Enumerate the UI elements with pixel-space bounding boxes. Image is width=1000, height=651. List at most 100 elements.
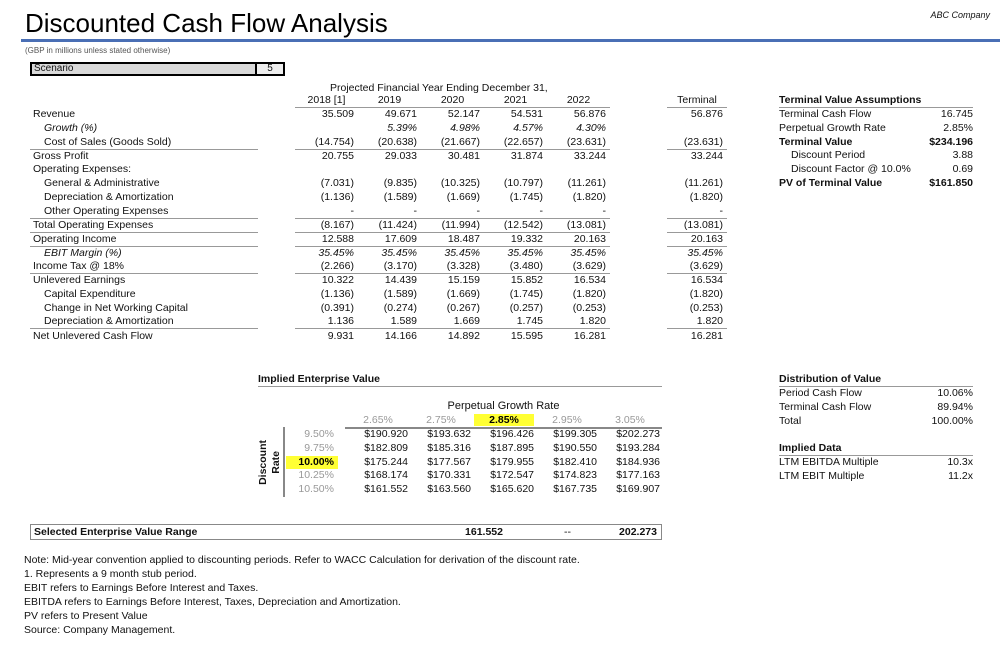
year-value: (1.589) — [383, 287, 417, 300]
year-value: 35.509 — [321, 108, 354, 121]
year-value: 15.159 — [447, 274, 480, 287]
table-row: Income Tax @ 18% (2.266) (3.170) (3.328) (3.… — [30, 259, 727, 275]
row-label: Gross Profit — [33, 149, 89, 162]
year-value — [547, 163, 610, 177]
year-value: 18.487 — [421, 232, 484, 247]
row-label: Operating Income — [30, 232, 258, 247]
terminal-value: - — [667, 204, 727, 219]
year-value: - — [421, 204, 484, 219]
sensitivity-cell: $199.305 — [553, 428, 597, 440]
kv-label: Total — [779, 414, 802, 427]
kv-row: Period Cash Flow 10.06% — [779, 387, 973, 401]
terminal-value: (3.629) — [667, 259, 727, 275]
year-value: (0.253) — [572, 301, 606, 314]
year-value: (1.820) — [572, 190, 606, 203]
year-value: 15.595 — [510, 329, 543, 342]
kv-value: 0.69 — [952, 163, 973, 176]
discount-axis-word-1: Discount — [256, 439, 269, 485]
year-header: 2022 — [547, 94, 610, 109]
year-value: 4.98% — [450, 121, 480, 134]
sensitivity-cell: $177.163 — [616, 469, 660, 482]
range-label: Selected Enterprise Value Range — [34, 526, 198, 538]
spacer — [258, 246, 295, 260]
spacer — [258, 288, 295, 302]
terminal-value — [667, 163, 727, 177]
year-value: 49.671 — [384, 108, 417, 121]
terminal-header: Terminal — [667, 94, 727, 109]
section-title: Distribution of Value — [779, 373, 973, 387]
range-high: 202.273 — [619, 526, 657, 538]
section-title: Implied Data — [779, 442, 973, 456]
year-value: 16.281 — [573, 329, 606, 342]
year-value: 35.45% — [381, 246, 417, 259]
kv-value: 89.94% — [937, 400, 973, 413]
sensitivity-cell: $177.567 — [427, 455, 471, 468]
sensitivity-cell: $168.174 — [364, 469, 408, 482]
year-value: 14.439 — [384, 274, 417, 287]
kv-label: Discount Factor @ 10.0% — [791, 163, 911, 176]
row-label: Total Operating Expenses — [30, 218, 258, 233]
units-note: (GBP in millions unless stated otherwise… — [25, 46, 171, 55]
kv-row: PV of Terminal Value $161.850 — [779, 177, 973, 191]
note-line: Note: Mid-year convention applied to dis… — [24, 554, 580, 566]
table-row: Unlevered Earnings 10.322 14.439 15.159 15.8… — [30, 274, 727, 288]
row-label: Net Unlevered Cash Flow — [33, 329, 153, 342]
year-value: 1.820 — [547, 315, 610, 330]
sensitivity-cell: $190.920 — [364, 428, 408, 440]
spacer — [610, 315, 667, 329]
row-label: Revenue — [33, 108, 76, 121]
row-label: Depreciation & Amortization — [44, 190, 174, 203]
spacer — [610, 301, 667, 315]
year-value — [484, 163, 547, 177]
sensitivity-cell: $185.316 — [427, 441, 471, 454]
scenario-value-input[interactable]: 5 — [255, 64, 283, 74]
sensitivity-cell: $190.550 — [553, 441, 597, 454]
sensitivity-cell: $174.823 — [553, 469, 597, 482]
year-value: 1.136 — [295, 315, 358, 330]
year-value: (0.257) — [509, 301, 543, 314]
spacer — [610, 218, 667, 232]
sensitivity-cell: $202.273 — [616, 428, 660, 440]
table-row: Growth (%) 5.39% 4.98% 4.57% 4.30% — [30, 122, 727, 136]
discount-rate-axis-title: Discount Rate — [256, 430, 282, 494]
year-value: 29.033 — [384, 149, 417, 162]
sensitivity-left-rule — [283, 427, 285, 497]
year-value: (14.754) — [295, 135, 358, 150]
table-row: Capital Expenditure (1.136) (1.589) (1.669)… — [30, 288, 727, 302]
year-header: 2019 — [358, 94, 421, 109]
sensitivity-cell: $182.809 — [364, 441, 408, 454]
spacer — [610, 288, 667, 302]
kv-value: 100.00% — [931, 414, 973, 427]
sensitivity-title: Implied Enterprise Value — [258, 373, 662, 387]
table-row: Operating Expenses: — [30, 163, 727, 177]
row-label: Operating Expenses: — [33, 163, 132, 176]
row-label: General & Administrative — [44, 177, 160, 190]
table-row: Depreciation & Amortization 1.136 1.589 1.6… — [30, 315, 727, 330]
kv-row: Discount Factor @ 10.0% 0.69 — [779, 163, 973, 177]
table-row: Net Unlevered Cash Flow 9.931 14.166 14.892… — [30, 329, 727, 343]
terminal-value: (11.261) — [684, 177, 723, 190]
scenario-selector[interactable]: Scenario 5 — [30, 62, 285, 76]
growth-rate-header: 2.65% — [363, 414, 393, 426]
year-value: 35.45% — [318, 246, 354, 259]
spacer — [610, 329, 667, 343]
terminal-value: 20.163 — [667, 232, 727, 247]
row-label: Other Operating Expenses — [30, 204, 258, 219]
year-value: (11.261) — [567, 177, 606, 190]
discount-rate-header: 10.50% — [298, 483, 334, 496]
spacer — [610, 191, 667, 205]
year-value: 35.45% — [570, 246, 606, 259]
year-value: (1.669) — [446, 287, 480, 300]
discount-rate-header: 9.75% — [304, 441, 334, 454]
spacer — [610, 177, 667, 191]
spacer — [258, 260, 295, 274]
kv-label: LTM EBITDA Multiple — [779, 456, 879, 468]
section-title: Terminal Value Assumptions — [779, 94, 973, 108]
spacer — [610, 204, 667, 218]
kv-label: Perpetual Growth Rate — [779, 121, 886, 134]
spacer — [610, 232, 667, 246]
spacer — [610, 246, 667, 260]
growth-rate-header: 3.05% — [615, 414, 645, 426]
table-row: Total Operating Expenses (8.167) (11.424)(… — [30, 218, 727, 233]
spacer — [258, 163, 295, 177]
